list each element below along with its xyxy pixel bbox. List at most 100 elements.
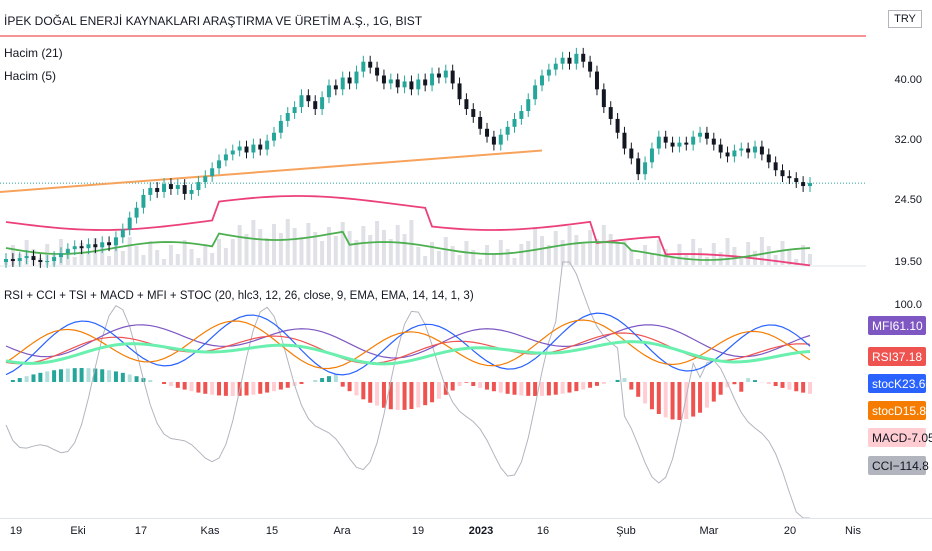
candle-body	[595, 72, 599, 90]
candle-body	[258, 145, 262, 150]
macd-bar	[107, 370, 111, 382]
macd-bar	[361, 382, 365, 399]
macd-bar	[801, 382, 805, 393]
badge-value: 15.86	[903, 404, 932, 418]
candle-body	[753, 147, 757, 153]
time-tick: 17	[135, 525, 147, 537]
volume-bar	[636, 259, 640, 265]
oscillator-title[interactable]: RSI + CCI + TSI + MACD + MFI + STOC (20,…	[4, 290, 474, 302]
candle-body	[464, 99, 468, 109]
volume-bar	[513, 258, 517, 265]
macd-bar	[148, 380, 152, 382]
candle-body	[492, 137, 496, 145]
macd-bar	[513, 382, 517, 395]
macd-bar	[251, 382, 255, 395]
volume-bar	[746, 242, 750, 265]
macd-bar	[437, 382, 441, 399]
volume-bar	[409, 220, 413, 265]
candle-body	[190, 190, 194, 194]
macd-bar	[636, 382, 640, 397]
candle-body	[265, 141, 269, 150]
time-tick: Kas	[201, 525, 220, 537]
candle-body	[389, 79, 393, 83]
candle-body	[739, 149, 743, 151]
macd-bar	[423, 382, 427, 405]
candle-body	[217, 160, 221, 168]
macd-bar	[31, 374, 35, 382]
candle-body	[155, 188, 159, 192]
volume-bar	[299, 237, 303, 265]
candle-body	[499, 135, 503, 145]
candle-body	[616, 119, 620, 133]
macd-bar	[492, 382, 496, 391]
volume-bar	[581, 244, 585, 265]
volume-bar	[526, 241, 530, 265]
badge-value: 23.60	[902, 377, 932, 391]
macd-bar	[286, 382, 290, 388]
volume-bar	[609, 234, 613, 265]
volume-ma-5-line	[6, 232, 810, 260]
candle-body	[293, 107, 297, 113]
volume-bar	[293, 228, 297, 265]
macd-bar	[354, 382, 358, 395]
oscillator-top-tick: 100.0	[894, 299, 922, 311]
trendline	[0, 151, 542, 192]
volume-bar	[169, 245, 173, 265]
badge-macd: MACD-7.05	[868, 428, 926, 447]
candle-body	[396, 79, 400, 87]
time-tick: Şub	[616, 525, 636, 537]
candle-body	[533, 85, 537, 99]
volume-bar	[643, 245, 647, 265]
volume-bar	[327, 227, 331, 265]
candle-body	[732, 151, 736, 157]
time-axis[interactable]: 19 Eki 17 Kas 15 Ara 19 2023 16 Şub Mar …	[0, 518, 932, 551]
macd-bar	[581, 382, 585, 390]
macd-bar	[375, 382, 379, 406]
volume-bar	[162, 259, 166, 265]
volume-bar	[726, 238, 730, 265]
candle-body	[437, 74, 441, 78]
macd-bar	[471, 382, 475, 386]
macd-bar	[258, 382, 262, 394]
macd-bar	[348, 382, 352, 391]
macd-bar	[787, 382, 791, 390]
candle-body	[471, 109, 475, 117]
candle-body	[245, 147, 249, 153]
candle-body	[334, 85, 338, 89]
macd-bar	[203, 382, 207, 394]
macd-bar	[279, 382, 283, 390]
candle-body	[726, 152, 730, 156]
volume-bar	[437, 251, 441, 265]
indicator-volume-21[interactable]: Hacim (21)	[4, 46, 63, 60]
candle-body	[506, 127, 510, 135]
candle-body	[361, 62, 365, 72]
macd-bar	[519, 382, 523, 395]
indicator-volume-5[interactable]: Hacim (5)	[4, 69, 56, 83]
badge-value: -7.05	[907, 431, 932, 445]
macd-bar	[671, 382, 675, 419]
candle-body	[66, 249, 70, 253]
candle-body	[485, 129, 489, 137]
volume-bar	[499, 240, 503, 265]
macd-bar	[190, 382, 194, 391]
candle-body	[719, 145, 723, 153]
macd-bar	[169, 382, 173, 386]
macd-bar	[588, 382, 592, 388]
macd-bar	[38, 373, 42, 382]
macd-bar	[217, 382, 221, 395]
candle-body	[513, 119, 517, 127]
volume-bar	[444, 237, 448, 265]
candle-body	[519, 111, 523, 119]
currency-button[interactable]: TRY	[888, 10, 922, 28]
candle-body	[547, 70, 551, 76]
macd-bar	[691, 382, 695, 417]
macd-bar	[719, 382, 723, 395]
volume-bar	[616, 243, 620, 265]
time-tick: 19	[10, 525, 22, 537]
volume-bar	[767, 246, 771, 265]
macd-bar	[162, 382, 166, 384]
macd-bar	[622, 378, 626, 382]
